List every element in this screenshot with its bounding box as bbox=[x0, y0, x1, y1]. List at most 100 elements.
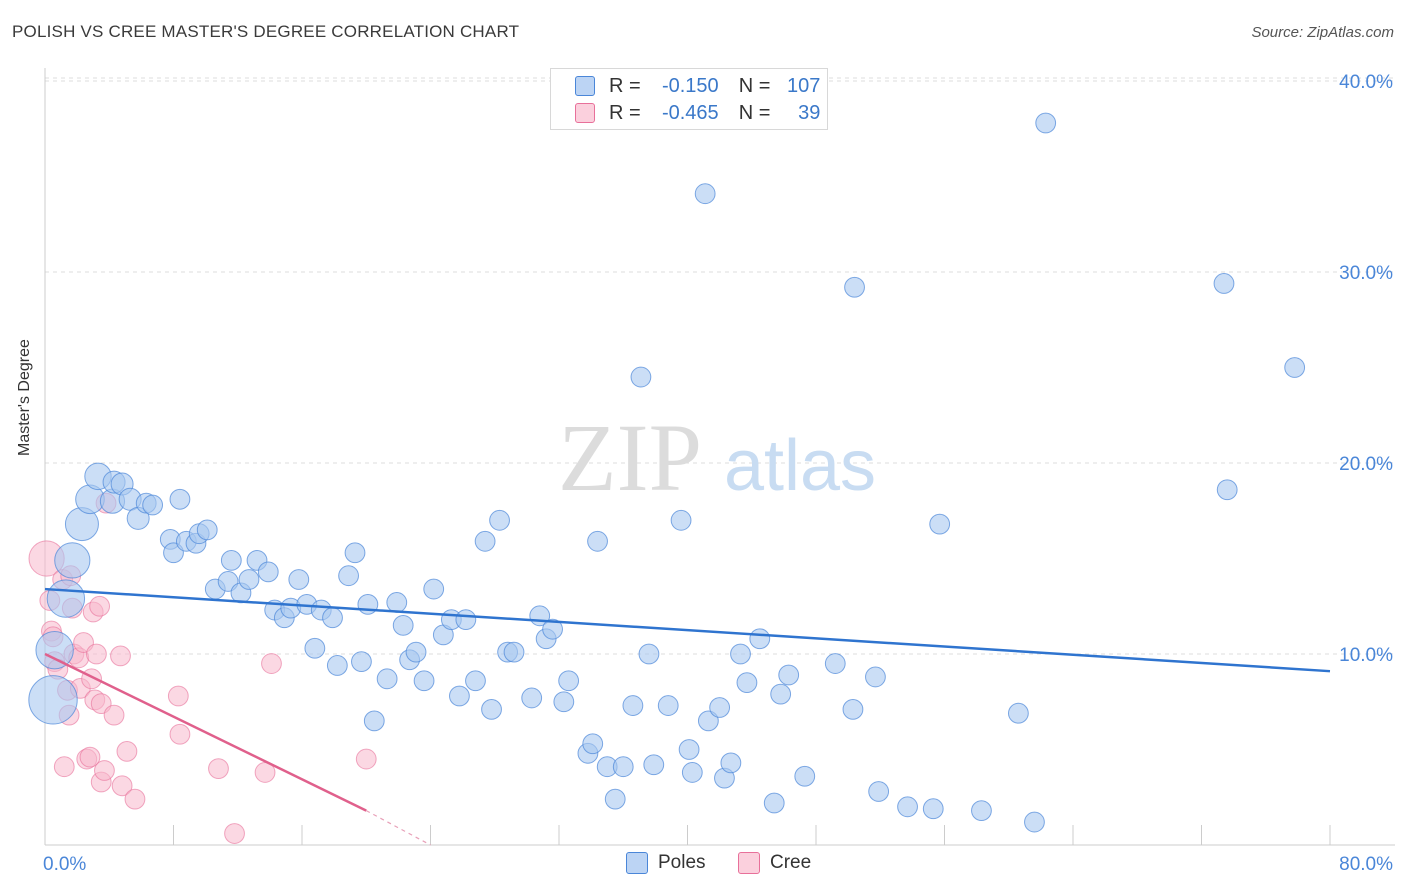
data-point-poles bbox=[169, 488, 191, 510]
data-point-poles bbox=[922, 798, 944, 820]
grid-lines bbox=[45, 77, 1395, 655]
data-point-cree bbox=[94, 760, 115, 781]
data-point-poles bbox=[1216, 479, 1238, 501]
legend-n-label: N = bbox=[738, 74, 771, 97]
source-label: Source: ZipAtlas.com bbox=[1251, 24, 1394, 41]
data-point-poles bbox=[489, 509, 510, 531]
watermark: ZIP atlas bbox=[558, 404, 876, 511]
data-point-poles bbox=[481, 698, 502, 720]
x-tick-label: 0.0% bbox=[43, 854, 86, 875]
data-point-cree bbox=[86, 643, 107, 665]
data-point-poles bbox=[794, 765, 816, 787]
data-point-poles bbox=[622, 695, 644, 716]
data-point-poles bbox=[322, 607, 343, 629]
bottom-legend-poles: Poles bbox=[626, 852, 706, 874]
data-point-poles bbox=[474, 530, 496, 552]
data-point-poles bbox=[1035, 112, 1057, 134]
data-point-poles bbox=[694, 183, 716, 205]
data-point-cree bbox=[355, 748, 377, 770]
legend-r-value-cree: -0.465 bbox=[661, 101, 719, 124]
axes bbox=[44, 68, 1395, 846]
data-point-poles bbox=[351, 651, 372, 673]
y-tick-label: 10.0% bbox=[1339, 645, 1393, 666]
data-point-poles bbox=[1024, 811, 1045, 833]
data-point-cree bbox=[53, 756, 75, 778]
data-point-poles bbox=[824, 653, 846, 674]
data-point-poles bbox=[46, 579, 86, 618]
series-poles bbox=[28, 112, 1306, 833]
data-point-poles bbox=[238, 569, 260, 590]
data-point-poles bbox=[630, 366, 652, 388]
data-point-poles bbox=[288, 569, 310, 590]
trend-line-cree bbox=[44, 652, 367, 812]
legend-swatch-cree bbox=[575, 103, 595, 123]
y-tick-label: 30.0% bbox=[1339, 263, 1393, 284]
data-point-poles bbox=[257, 561, 279, 583]
data-point-cree bbox=[261, 653, 282, 674]
legend-n-label: N = bbox=[738, 101, 771, 124]
data-point-cree bbox=[169, 723, 191, 745]
data-point-poles bbox=[657, 695, 679, 716]
data-point-poles bbox=[338, 565, 359, 587]
watermark-atlas: atlas bbox=[724, 426, 876, 506]
data-point-poles bbox=[638, 643, 660, 665]
data-point-cree bbox=[208, 758, 229, 779]
data-point-poles bbox=[28, 675, 78, 725]
data-point-poles bbox=[681, 762, 703, 783]
data-point-poles bbox=[376, 668, 398, 690]
data-point-poles bbox=[220, 550, 242, 571]
data-point-poles bbox=[763, 792, 785, 814]
legend-r-label: R = bbox=[609, 74, 641, 97]
trend-line-poles bbox=[44, 587, 1331, 673]
data-point-poles bbox=[842, 698, 864, 720]
data-point-poles bbox=[455, 609, 477, 631]
data-point-poles bbox=[392, 614, 414, 636]
legend-n-value-cree: 39 bbox=[798, 101, 821, 124]
data-point-cree bbox=[124, 788, 146, 810]
data-point-poles bbox=[749, 628, 771, 650]
data-point-poles bbox=[868, 781, 890, 802]
data-point-poles bbox=[844, 276, 865, 298]
data-point-poles bbox=[35, 630, 74, 670]
data-point-poles bbox=[326, 655, 348, 676]
data-point-poles bbox=[643, 754, 665, 776]
bottom-legend-label-cree: Cree bbox=[770, 852, 812, 873]
y-tick-label: 40.0% bbox=[1339, 72, 1393, 93]
data-point-cree bbox=[103, 704, 125, 726]
bottom-legend-label-poles: Poles bbox=[658, 852, 706, 873]
data-point-poles bbox=[503, 641, 525, 663]
data-point-poles bbox=[142, 494, 164, 516]
y-tick-label: 20.0% bbox=[1339, 454, 1393, 475]
watermark-zip: ZIP bbox=[558, 404, 702, 511]
chart-title: POLISH VS CREE MASTER'S DEGREE CORRELATI… bbox=[12, 22, 520, 41]
tick-labels: 10.0% 20.0% 30.0% 40.0% 0.0% 80.0% bbox=[43, 72, 1393, 875]
legend-row-poles: R = -0.150 N = 107 bbox=[575, 74, 820, 98]
data-point-poles bbox=[553, 691, 575, 713]
data-point-poles bbox=[670, 509, 692, 531]
data-point-poles bbox=[54, 542, 91, 579]
data-point-poles bbox=[697, 710, 719, 732]
legend-swatch-poles bbox=[575, 76, 595, 96]
data-point-poles bbox=[612, 756, 634, 778]
data-point-cree bbox=[110, 645, 131, 667]
bottom-legend-swatch-poles bbox=[626, 852, 648, 874]
data-point-poles bbox=[770, 683, 792, 705]
data-point-poles bbox=[1213, 273, 1235, 294]
data-point-poles bbox=[1284, 357, 1306, 378]
data-point-cree bbox=[111, 775, 133, 797]
legend-row-cree: R = -0.465 N = 39 bbox=[575, 101, 820, 125]
data-point-poles bbox=[582, 733, 604, 755]
data-point-cree bbox=[79, 746, 101, 768]
data-point-poles bbox=[971, 800, 992, 822]
data-point-poles bbox=[709, 697, 731, 718]
trend-lines bbox=[44, 587, 1331, 846]
x-tick-label: 80.0% bbox=[1339, 854, 1393, 875]
data-point-poles bbox=[778, 664, 800, 686]
legend-n-value-poles: 107 bbox=[787, 74, 821, 97]
data-point-poles bbox=[587, 530, 608, 552]
data-point-poles bbox=[1007, 702, 1029, 724]
data-point-poles bbox=[363, 710, 385, 732]
correlation-legend: R = -0.150 N = 107 R = -0.465 N = 39 bbox=[550, 68, 828, 130]
data-point-poles bbox=[720, 752, 742, 774]
